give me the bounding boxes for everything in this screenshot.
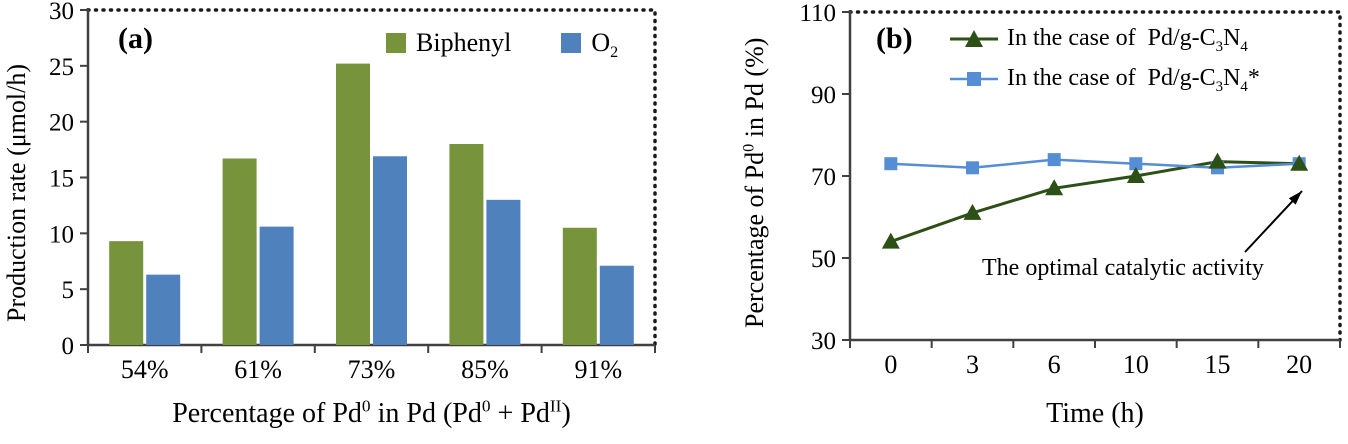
panel-label-a: (a) xyxy=(118,22,153,55)
y-tick-label: 30 xyxy=(49,0,74,25)
x-tick-label: 61% xyxy=(234,355,282,384)
x-tick-label: 73% xyxy=(348,355,396,384)
y-tick-label: 50 xyxy=(811,246,836,273)
legend-item-pdgc3n4: In the case of Pd/g-C3N4 xyxy=(950,25,1260,55)
legend-label-pdgc3n4-star: In the case of Pd/g-C3N4* xyxy=(1007,65,1260,95)
legend-b: In the case of Pd/g-C3N4 In the case of … xyxy=(950,25,1260,95)
x-tick-label: 15 xyxy=(1205,350,1231,379)
legend-marker-square xyxy=(950,71,998,86)
x-tick-label: 54% xyxy=(121,355,169,384)
square-marker xyxy=(1047,153,1061,167)
bar-o2-85% xyxy=(486,199,521,345)
bar-biphenyl-61% xyxy=(222,158,257,345)
x-tick-label: 3 xyxy=(966,350,979,379)
triangle-marker xyxy=(881,232,900,249)
bar-o2-91% xyxy=(599,265,634,345)
annotation-arrowhead xyxy=(1288,191,1302,205)
triangle-marker xyxy=(1126,167,1145,183)
y-tick-label: 110 xyxy=(799,0,836,27)
square-marker xyxy=(966,161,979,175)
y-tick-label: 20 xyxy=(49,110,74,137)
x-axis-title-b: Time (h) xyxy=(1046,398,1144,429)
plot-border-dotted xyxy=(848,10,1342,342)
panel-b: 30 50 70 90 110 0 3 6 10 15 20 Percentage of Pd0 i… xyxy=(700,0,1348,444)
legend-item-pdgc3n4-star: In the case of Pd/g-C3N4* xyxy=(950,65,1260,95)
square-marker xyxy=(884,157,898,171)
bar-biphenyl-54% xyxy=(109,241,144,345)
bar-o2-54% xyxy=(146,274,181,345)
x-axis-title-a: Percentage of Pd0 in Pd (Pd0 + PdII) xyxy=(172,396,571,429)
y-tick-label: 90 xyxy=(811,82,836,109)
legend-label-o2: O2 xyxy=(591,28,619,62)
triangle-marker xyxy=(1290,154,1309,171)
triangle-marker xyxy=(1045,179,1064,196)
y-tick-label: 70 xyxy=(811,164,836,191)
panel-a: 0 5 10 15 20 25 30 54% 61% 73% 85% 91% Production r… xyxy=(2,0,657,429)
plot-border-dotted xyxy=(86,8,657,347)
y-tick-label: 0 xyxy=(62,333,75,360)
panel-label-b: (b) xyxy=(876,22,913,55)
series-line-pdgc3n4 xyxy=(890,160,1300,244)
square-marker xyxy=(1129,157,1143,171)
triangle-marker xyxy=(1208,152,1227,169)
annotation-text: The optimal catalytic activity xyxy=(982,255,1264,281)
y-tick-label: 5 xyxy=(62,277,75,304)
bar-biphenyl-91% xyxy=(562,227,597,345)
bar-biphenyl-85% xyxy=(449,144,484,345)
legend-swatch-biphenyl xyxy=(386,33,406,53)
y-tick-label: 30 xyxy=(811,328,836,355)
bar-o2-73% xyxy=(373,156,407,345)
legend-swatch-o2 xyxy=(561,33,582,53)
legend-label-biphenyl: Biphenyl xyxy=(416,28,512,57)
legend-a: Biphenyl O2 xyxy=(386,28,619,62)
bar-chart-canvas: 0 5 10 15 20 25 30 54% 61% 73% 85% 91% xyxy=(49,0,657,384)
x-tick-label: 91% xyxy=(574,355,622,384)
triangle-marker-icon xyxy=(965,29,983,47)
legend-item-o2: O2 xyxy=(561,28,619,62)
triangle-marker xyxy=(963,203,982,220)
bar-o2-61% xyxy=(259,226,294,345)
x-tick-label: 10 xyxy=(1123,350,1149,379)
legend-item-biphenyl: Biphenyl xyxy=(386,28,511,58)
x-tick-label: 20 xyxy=(1286,350,1312,379)
legend-marker-triangle xyxy=(950,29,998,47)
y-axis-title-a: Production rate (μmol/h) xyxy=(2,64,31,322)
legend-label-pdgc3n4: In the case of Pd/g-C3N4 xyxy=(1007,25,1248,55)
y-axis-title-b: Percentage of Pd0 in Pd (%) xyxy=(740,37,769,328)
x-tick-label: 0 xyxy=(884,350,897,379)
x-tick-label: 6 xyxy=(1048,350,1061,379)
square-marker-icon xyxy=(967,71,981,86)
y-tick-label: 25 xyxy=(49,54,74,81)
y-tick-label: 10 xyxy=(49,221,74,248)
y-tick-label: 15 xyxy=(49,166,74,193)
x-tick-label: 85% xyxy=(461,355,509,384)
series-line-pdgc3n4-star xyxy=(890,158,1300,170)
bar-biphenyl-73% xyxy=(336,63,370,345)
line-chart-canvas: 30 50 70 90 110 0 3 6 10 15 20 xyxy=(799,0,1342,379)
